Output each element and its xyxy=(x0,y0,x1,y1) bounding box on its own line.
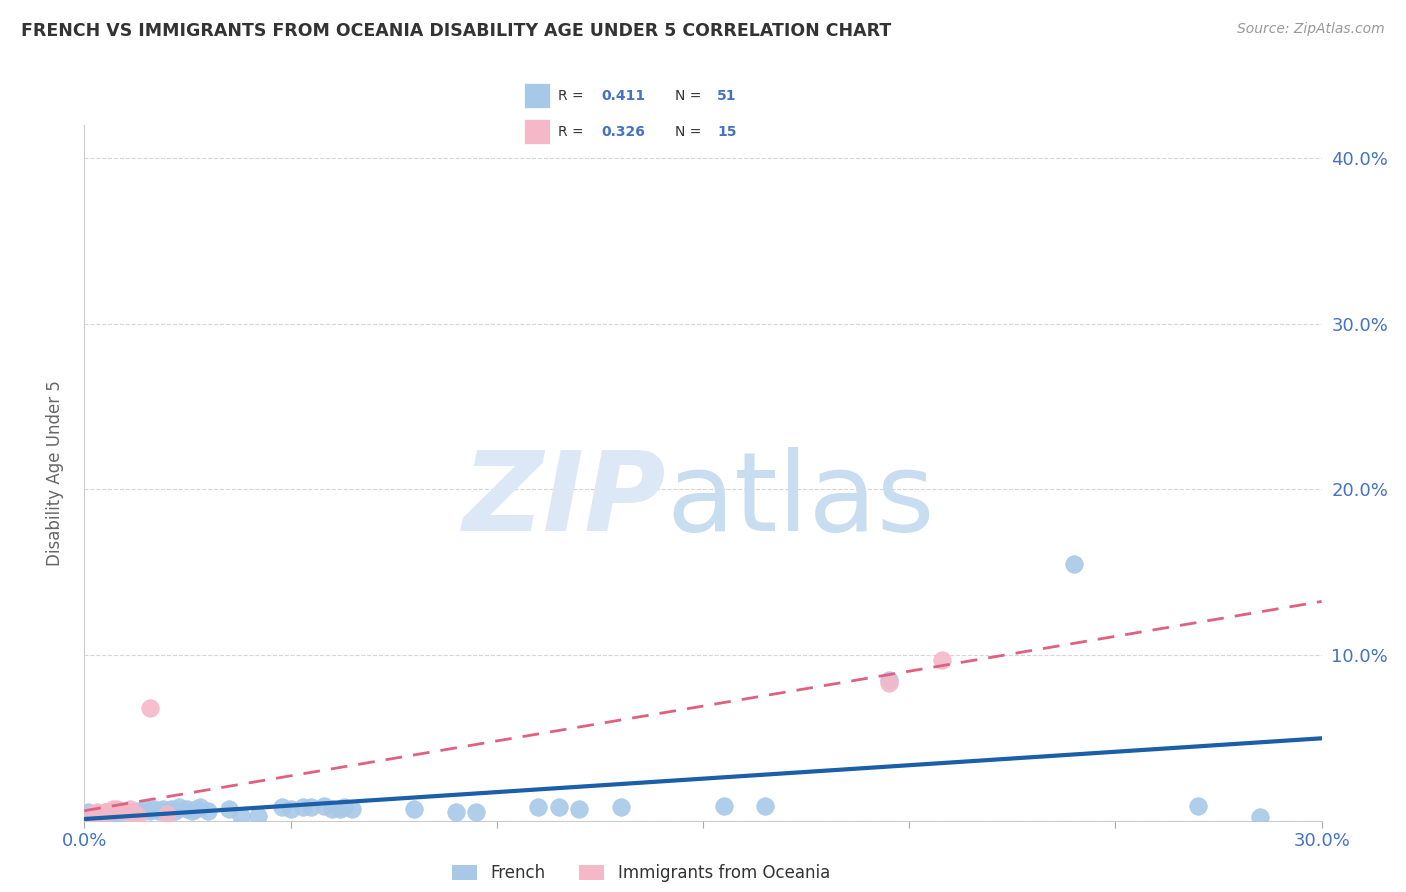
Point xyxy=(127,804,149,818)
Point xyxy=(547,800,569,814)
Point xyxy=(1249,810,1271,824)
Point xyxy=(103,802,125,816)
Point xyxy=(148,804,170,818)
Point xyxy=(299,800,322,814)
Point xyxy=(110,805,132,820)
Point xyxy=(877,676,900,690)
Text: 15: 15 xyxy=(717,125,737,139)
Point xyxy=(754,798,776,813)
Point xyxy=(291,800,314,814)
Point xyxy=(1187,798,1209,813)
Text: ZIP: ZIP xyxy=(463,447,666,554)
Point xyxy=(103,805,125,820)
Point xyxy=(82,807,104,822)
Point xyxy=(568,802,591,816)
Point xyxy=(156,804,179,818)
Point xyxy=(139,804,162,818)
Point xyxy=(465,805,488,820)
Point xyxy=(135,802,157,816)
Point xyxy=(197,804,219,818)
Point xyxy=(165,804,187,818)
Point xyxy=(114,804,136,818)
Point xyxy=(105,807,128,822)
Point xyxy=(94,805,117,820)
Text: R =: R = xyxy=(558,125,583,139)
Point xyxy=(167,800,190,814)
Point xyxy=(105,802,128,816)
Point xyxy=(1063,557,1085,571)
Point xyxy=(180,804,202,818)
Point xyxy=(139,701,162,715)
Point xyxy=(229,808,252,822)
Point xyxy=(527,800,550,814)
Point xyxy=(160,802,183,816)
Text: FRENCH VS IMMIGRANTS FROM OCEANIA DISABILITY AGE UNDER 5 CORRELATION CHART: FRENCH VS IMMIGRANTS FROM OCEANIA DISABI… xyxy=(21,22,891,40)
Text: 51: 51 xyxy=(717,88,737,103)
Point xyxy=(877,673,900,687)
Point xyxy=(184,802,207,816)
Text: atlas: atlas xyxy=(666,447,935,554)
Point xyxy=(118,802,141,816)
Point xyxy=(444,805,467,820)
FancyBboxPatch shape xyxy=(524,84,550,108)
Point xyxy=(86,807,108,822)
Point xyxy=(280,802,302,816)
Point xyxy=(98,805,121,820)
Point xyxy=(90,808,112,822)
Point xyxy=(333,800,356,814)
Point xyxy=(312,798,335,813)
Point xyxy=(152,802,174,816)
Text: 0.411: 0.411 xyxy=(602,88,645,103)
Y-axis label: Disability Age Under 5: Disability Age Under 5 xyxy=(45,380,63,566)
Point xyxy=(218,802,240,816)
Point xyxy=(321,802,343,816)
Point xyxy=(110,804,132,818)
Text: R =: R = xyxy=(558,88,583,103)
Point xyxy=(98,807,121,822)
Point xyxy=(342,802,364,816)
Legend: French, Immigrants from Oceania: French, Immigrants from Oceania xyxy=(446,857,837,888)
Point xyxy=(931,653,953,667)
Point xyxy=(82,808,104,822)
Point xyxy=(329,802,352,816)
Point xyxy=(127,808,149,822)
Point xyxy=(188,800,211,814)
Point xyxy=(143,802,166,816)
Point xyxy=(713,798,735,813)
Text: Source: ZipAtlas.com: Source: ZipAtlas.com xyxy=(1237,22,1385,37)
Point xyxy=(609,800,631,814)
Point xyxy=(271,800,294,814)
Point xyxy=(122,805,145,820)
Text: 0.326: 0.326 xyxy=(602,125,645,139)
Point xyxy=(94,805,117,820)
Point xyxy=(176,802,198,816)
Point xyxy=(77,805,100,820)
Text: N =: N = xyxy=(675,88,702,103)
Point xyxy=(86,805,108,820)
Point xyxy=(122,807,145,822)
Point xyxy=(246,808,269,822)
Text: N =: N = xyxy=(675,125,702,139)
Point xyxy=(114,804,136,818)
Point xyxy=(156,807,179,822)
FancyBboxPatch shape xyxy=(524,120,550,144)
Point xyxy=(404,802,426,816)
